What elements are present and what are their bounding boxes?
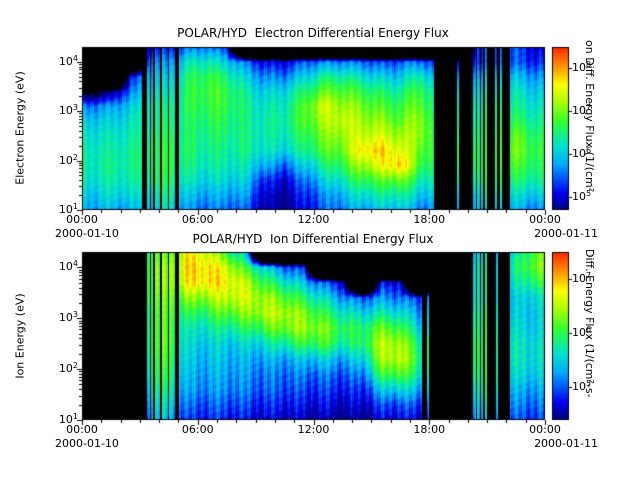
exponent: 7 [586,271,592,281]
y-tick-label: 103 [58,103,78,118]
exponent: 4 [72,53,78,63]
x-tick-label: 12:00 [297,213,330,226]
y-tick-label: 103 [58,310,78,325]
x-tick-label: 12:00 [297,423,330,436]
electron-date-left: 2000-01-10 [55,227,119,240]
colorbar-tick-label: 106 [572,146,592,161]
exponent: 1 [72,412,78,421]
colorbar-tick-label: 105 [572,379,592,394]
electron-panel-title: POLAR/HYD Electron Differential Energy F… [177,26,449,40]
colorbar-tick-label: 107 [572,271,592,286]
y-tick-label: 102 [58,152,78,167]
exponent: 6 [586,146,592,156]
exponent: 8 [586,60,592,70]
x-tick-label: 06:00 [181,423,214,436]
colorbar-tick-label: 108 [572,60,592,75]
exponent: 5 [586,379,592,389]
exponent: 7 [586,103,592,113]
ion-date-right: 2000-01-11 [534,437,598,450]
ion-panel-title: POLAR/HYD Ion Differential Energy Flux [192,232,434,246]
ion-date-left: 2000-01-10 [55,437,119,450]
exponent: 2 [72,152,78,162]
colorbar-tick-label: 107 [572,103,592,118]
exponent: 3 [72,103,78,113]
electron-date-right: 2000-01-11 [534,227,598,240]
electron-y-axis-label: Electron Energy (eV) [13,71,27,185]
x-tick-label: 18:00 [413,213,446,226]
x-tick-label: 00:00 [529,213,561,226]
y-tick-label: 101 [58,202,78,217]
y-tick-label: 104 [58,259,78,274]
y-tick-label: 101 [58,412,78,427]
x-tick-label: 00:00 [529,423,561,436]
y-tick-label: 102 [58,361,78,376]
x-tick-label: 00:00 [66,213,98,226]
colorbar-tick-label: 106 [572,325,592,340]
exponent: 4 [72,259,78,269]
x-tick-label: 00:00 [66,423,98,436]
exponent: 6 [586,325,592,335]
exponent: 3 [72,310,78,320]
electron-colorbar-label: on Diff. Energy Flux (1/(cm² [583,40,596,193]
exponent: 2 [72,361,78,371]
y-tick-label: 104 [58,53,78,68]
exponent: 1 [72,202,78,211]
exponent: 5 [586,189,592,199]
ion-colorbar-label: Diff. Energy Flux (1/(cm²-s- [583,249,596,398]
colorbar-tick-label: 105 [572,189,592,204]
x-tick-label: 18:00 [413,423,446,436]
x-tick-label: 06:00 [181,213,214,226]
ion-y-axis-label: Ion Energy (eV) [13,293,27,379]
